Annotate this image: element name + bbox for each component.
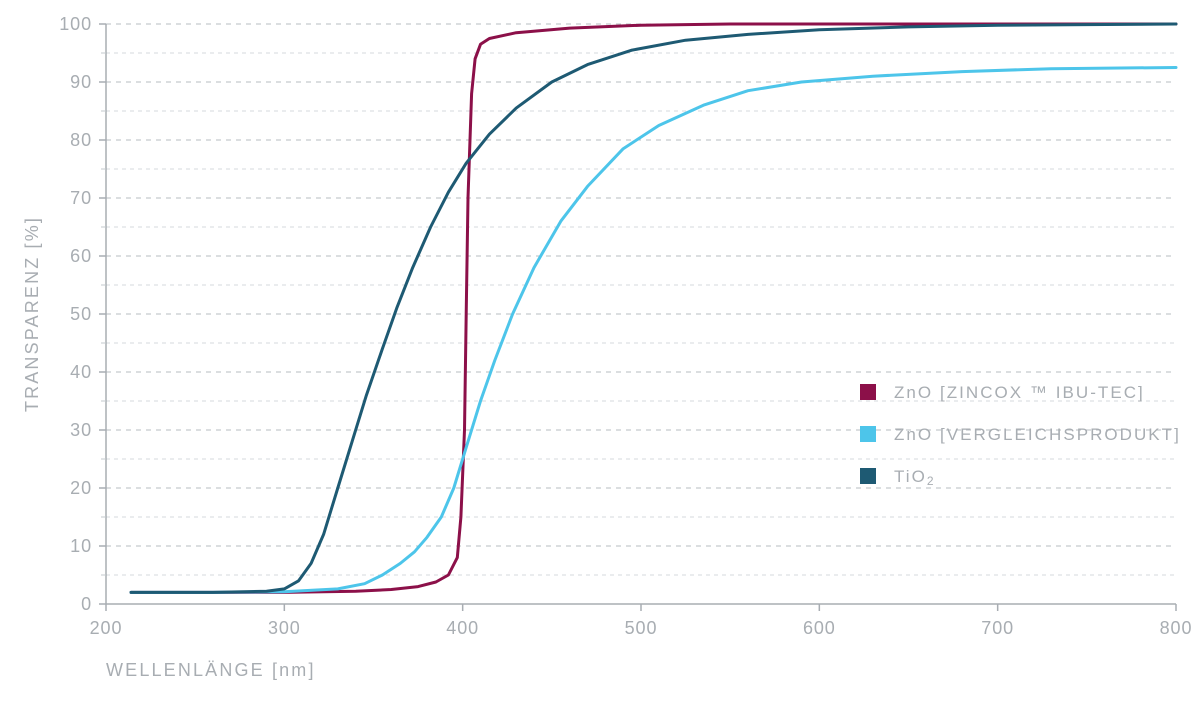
x-tick-label: 200	[90, 618, 123, 638]
transparency-chart: 200 300 400 500 600 700 800 0 10 20 30 40 50 60 70 80 90…	[0, 0, 1200, 706]
legend-label: ZnO [ZINCOX ™ IBU-TEC]	[894, 383, 1145, 402]
x-tick-label: 700	[981, 618, 1014, 638]
legend-label: TiO2	[894, 467, 936, 488]
y-tick-label: 30	[70, 420, 92, 440]
chart-svg: 200 300 400 500 600 700 800 0 10 20 30 40 50 60 70 80 90…	[0, 0, 1200, 706]
y-tick-label: 90	[70, 72, 92, 92]
series-line	[131, 24, 1176, 592]
legend-swatch	[860, 384, 876, 400]
legend-swatch	[860, 468, 876, 484]
y-tick-label: 100	[59, 14, 92, 34]
x-tick-label: 300	[268, 618, 301, 638]
y-tick-label: 0	[81, 594, 92, 614]
series-line	[131, 24, 1176, 592]
y-tick-label: 40	[70, 362, 92, 382]
x-tick-label: 800	[1160, 618, 1193, 638]
x-tick-label: 400	[446, 618, 479, 638]
y-tick-label: 10	[70, 536, 92, 556]
y-tick-label: 20	[70, 478, 92, 498]
x-tick-label: 600	[803, 618, 836, 638]
y-axis-label: TRANSPARENZ [%]	[22, 216, 42, 412]
legend-label: ZnO [VERGLEICHSPRODUKT]	[894, 425, 1181, 444]
x-tick-label: 500	[625, 618, 658, 638]
y-tick-label: 80	[70, 130, 92, 150]
x-axis-label: WELLENLÄNGE [nm]	[106, 660, 316, 680]
y-tick-label: 70	[70, 188, 92, 208]
series-line	[131, 68, 1176, 593]
legend-swatch	[860, 426, 876, 442]
y-tick-label: 60	[70, 246, 92, 266]
y-tick-label: 50	[70, 304, 92, 324]
